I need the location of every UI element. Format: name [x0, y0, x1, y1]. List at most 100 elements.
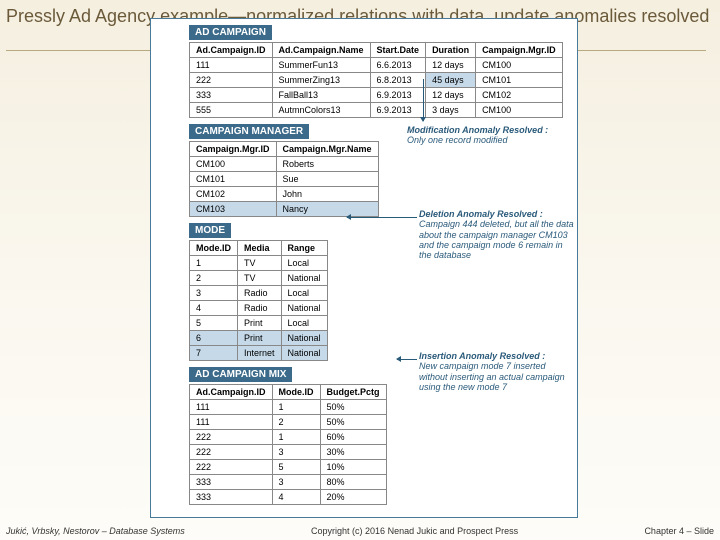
- table-row: 222510%: [190, 460, 387, 475]
- table-cell: CM101: [476, 73, 563, 88]
- table-cell: 50%: [320, 400, 386, 415]
- table-cell: 5: [272, 460, 320, 475]
- ad-campaign-header: AD CAMPAIGN: [189, 25, 272, 40]
- table-cell: 4: [190, 301, 238, 316]
- col-header: Duration: [426, 43, 476, 58]
- table-row: 6PrintNational: [190, 331, 328, 346]
- ad-campaign-table: Ad.Campaign.IDAd.Campaign.NameStart.Date…: [189, 42, 563, 118]
- table-cell: Radio: [238, 301, 282, 316]
- arrow-deletion: [347, 217, 417, 218]
- table-row: 4RadioNational: [190, 301, 328, 316]
- annotation-insertion-title: Insertion Anomaly Resolved :: [419, 351, 545, 361]
- table-row: 111250%: [190, 415, 387, 430]
- col-header: Campaign.Mgr.ID: [476, 43, 563, 58]
- col-header: Media: [238, 241, 282, 256]
- table-cell: SummerFun13: [272, 58, 370, 73]
- table-cell: SummerZing13: [272, 73, 370, 88]
- table-cell: 333: [190, 490, 273, 505]
- table-cell: 6.9.2013: [370, 88, 426, 103]
- table-cell: 111: [190, 58, 273, 73]
- col-header: Range: [281, 241, 327, 256]
- table-row: 2TVNational: [190, 271, 328, 286]
- mode-table: Mode.IDMediaRange1TVLocal2TVNational3Rad…: [189, 240, 328, 361]
- col-header: Ad.Campaign.ID: [190, 385, 273, 400]
- table-cell: Internet: [238, 346, 282, 361]
- table-cell: 50%: [320, 415, 386, 430]
- table-row: 333420%: [190, 490, 387, 505]
- table-row: 5PrintLocal: [190, 316, 328, 331]
- campaign-manager-header: CAMPAIGN MANAGER: [189, 124, 309, 139]
- footer-center: Copyright (c) 2016 Nenad Jukic and Prosp…: [311, 526, 518, 536]
- footer-left: Jukić, Vrbsky, Nestorov – Database Syste…: [6, 526, 185, 536]
- table-cell: 30%: [320, 445, 386, 460]
- table-cell: 2: [190, 271, 238, 286]
- table-cell: Sue: [276, 172, 378, 187]
- table-cell: 6: [190, 331, 238, 346]
- table-row: 333380%: [190, 475, 387, 490]
- table-cell: Local: [281, 256, 327, 271]
- col-header: Start.Date: [370, 43, 426, 58]
- table-cell: 2: [272, 415, 320, 430]
- col-header: Campaign.Mgr.ID: [190, 142, 277, 157]
- annotation-deletion-text: Campaign 444 deleted, but all the data a…: [419, 219, 574, 260]
- table-cell: 6.9.2013: [370, 103, 426, 118]
- table-cell: 222: [190, 73, 273, 88]
- table-row: CM100Roberts: [190, 157, 379, 172]
- table-cell: 1: [272, 400, 320, 415]
- annotation-deletion-title: Deletion Anomaly Resolved :: [419, 209, 543, 219]
- figure-box: AD CAMPAIGN Ad.Campaign.IDAd.Campaign.Na…: [150, 18, 578, 518]
- footer: Jukić, Vrbsky, Nestorov – Database Syste…: [6, 526, 714, 536]
- table-cell: CM101: [190, 172, 277, 187]
- campaign-manager-table: Campaign.Mgr.IDCampaign.Mgr.NameCM100Rob…: [189, 141, 379, 217]
- table-cell: Local: [281, 316, 327, 331]
- table-cell: FallBall13: [272, 88, 370, 103]
- table-cell: 3: [272, 475, 320, 490]
- ad-campaign-mix-header: AD CAMPAIGN MIX: [189, 367, 292, 382]
- table-cell: 80%: [320, 475, 386, 490]
- table-row: CM101Sue: [190, 172, 379, 187]
- table-cell: National: [281, 346, 327, 361]
- table-cell: 20%: [320, 490, 386, 505]
- annotation-modification-title: Modification Anomaly Resolved :: [407, 125, 548, 135]
- table-cell: 45 days: [426, 73, 476, 88]
- table-cell: 10%: [320, 460, 386, 475]
- table-row: 222SummerZing136.8.201345 daysCM101: [190, 73, 563, 88]
- col-header: Ad.Campaign.ID: [190, 43, 273, 58]
- col-header: Campaign.Mgr.Name: [276, 142, 378, 157]
- annotation-modification-text: Only one record modified: [407, 135, 508, 145]
- table-cell: 5: [190, 316, 238, 331]
- table-cell: 3: [272, 445, 320, 460]
- table-cell: CM100: [476, 58, 563, 73]
- annotation-insertion: Insertion Anomaly Resolved : New campaig…: [419, 351, 575, 392]
- table-cell: AutmnColors13: [272, 103, 370, 118]
- table-cell: 555: [190, 103, 273, 118]
- table-cell: 12 days: [426, 58, 476, 73]
- table-cell: National: [281, 301, 327, 316]
- table-cell: Roberts: [276, 157, 378, 172]
- table-row: 333FallBall136.9.201312 daysCM102: [190, 88, 563, 103]
- table-row: 3RadioLocal: [190, 286, 328, 301]
- table-cell: 333: [190, 88, 273, 103]
- table-row: 222160%: [190, 430, 387, 445]
- table-cell: 111: [190, 415, 273, 430]
- table-cell: 6.6.2013: [370, 58, 426, 73]
- table-cell: CM102: [190, 187, 277, 202]
- table-cell: 111: [190, 400, 273, 415]
- col-header: Budget.Pctg: [320, 385, 386, 400]
- table-row: 1TVLocal: [190, 256, 328, 271]
- table-row: CM102John: [190, 187, 379, 202]
- table-row: 111150%: [190, 400, 387, 415]
- col-header: Mode.ID: [272, 385, 320, 400]
- table-cell: CM102: [476, 88, 563, 103]
- table-cell: 3 days: [426, 103, 476, 118]
- table-row: 111SummerFun136.6.201312 daysCM100: [190, 58, 563, 73]
- table-cell: TV: [238, 256, 282, 271]
- table-cell: TV: [238, 271, 282, 286]
- table-cell: National: [281, 331, 327, 346]
- table-cell: CM100: [190, 157, 277, 172]
- ad-campaign-mix-table: Ad.Campaign.IDMode.IDBudget.Pctg111150%1…: [189, 384, 387, 505]
- table-cell: Local: [281, 286, 327, 301]
- table-cell: 4: [272, 490, 320, 505]
- table-cell: Print: [238, 316, 282, 331]
- table-cell: 222: [190, 430, 273, 445]
